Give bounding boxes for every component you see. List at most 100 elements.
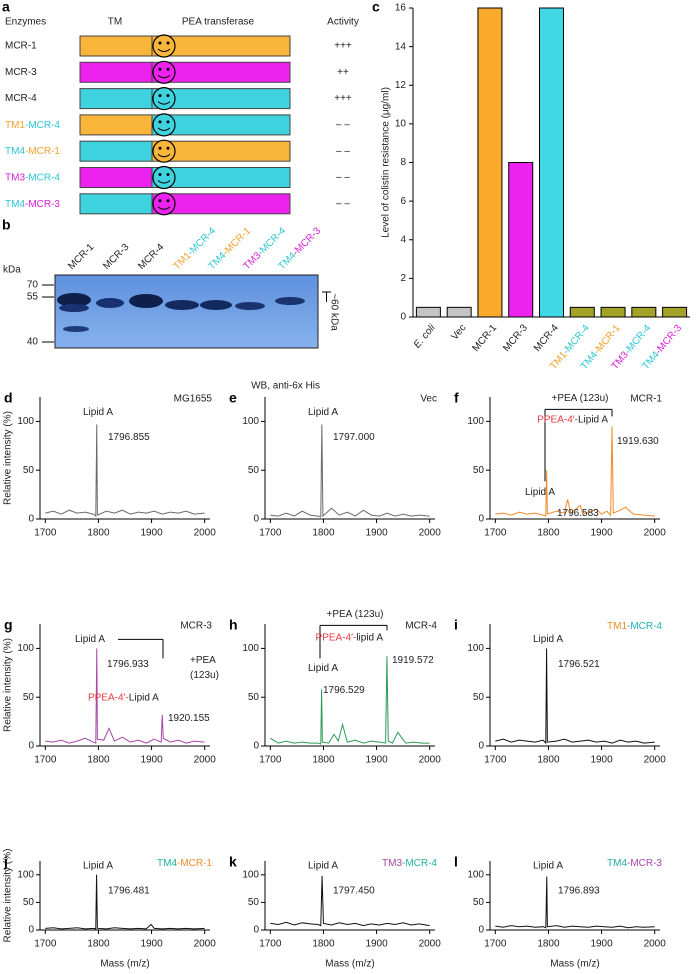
panel-letter: b xyxy=(2,217,11,233)
x-tick-label: 1900 xyxy=(140,755,163,766)
x-tick-label: 2000 xyxy=(644,755,667,766)
tm-domain xyxy=(80,115,152,135)
x-tick-label: 1900 xyxy=(590,755,613,766)
x-tick-label: Vec xyxy=(449,323,468,343)
y-axis-label: Level of colistin resistance (μg/ml) xyxy=(381,87,392,238)
panel-letter: a xyxy=(2,0,10,15)
annotation: 1797.000 xyxy=(333,432,375,443)
x-tick-label: 1700 xyxy=(34,528,57,539)
y-tick-label: 0 xyxy=(478,741,484,752)
y-axis-label: Relative intensity (%) xyxy=(3,849,14,943)
annotation: 1919.630 xyxy=(617,436,659,447)
smiley-eye xyxy=(159,120,162,123)
enzyme-name: TM1-MCR-4 xyxy=(5,120,60,131)
annotation: +PEA (123u) xyxy=(552,393,609,404)
enzyme-name: MCR-1 xyxy=(5,41,37,52)
y-tick-label: 100 xyxy=(467,416,484,427)
bar xyxy=(570,307,594,317)
y-tick-label: 50 xyxy=(473,692,485,703)
tm-domain xyxy=(80,89,152,109)
smiley-eye xyxy=(159,42,162,45)
x-tick-label: MCR-4 xyxy=(532,322,561,354)
x-tick-label: 1700 xyxy=(259,528,282,539)
label-part: -MCR-4 xyxy=(402,858,437,869)
panel-letter: g xyxy=(4,617,13,633)
x-tick-label: 2000 xyxy=(644,939,667,950)
smiley-eye xyxy=(159,147,162,150)
activity: +++ xyxy=(334,41,352,52)
activity: – – xyxy=(336,146,350,157)
annotation: 1796.893 xyxy=(558,885,600,896)
y-tick-label: 0 xyxy=(28,741,34,752)
x-tick-label: 2000 xyxy=(419,528,442,539)
x-tick-label: 1800 xyxy=(87,528,110,539)
x-tick-label: 1800 xyxy=(312,939,335,950)
annotation: Lipid A xyxy=(533,860,563,871)
blot-caption: WB, anti-6x His xyxy=(251,381,320,392)
x-tick-label: 2000 xyxy=(194,755,217,766)
x-axis-label: Mass (m/z) xyxy=(325,959,374,970)
y-tick-label: 4 xyxy=(400,234,406,245)
chart-title: MG1655 xyxy=(174,394,213,405)
label-part: -MCR-3 xyxy=(290,225,323,258)
y-tick-label: 12 xyxy=(395,80,407,91)
x-tick-label: 1800 xyxy=(312,755,335,766)
smiley-eye xyxy=(167,147,170,150)
column-header: Enzymes xyxy=(5,17,46,28)
label-part: -MCR-1 xyxy=(591,322,622,356)
label-part: -MCR-1 xyxy=(25,146,60,157)
chart-title: TM3-MCR-4 xyxy=(382,858,437,869)
blot-band xyxy=(59,304,89,312)
smiley-face xyxy=(153,88,175,110)
label-part: TM3 xyxy=(382,858,402,869)
x-axis-label: Mass (m/z) xyxy=(100,959,149,970)
y-tick-label: 0 xyxy=(400,312,406,323)
y-axis-label: Relative intensity (%) xyxy=(3,638,14,732)
panel-letter: f xyxy=(454,390,459,406)
activity: – – xyxy=(336,120,350,131)
x-tick-label: 1900 xyxy=(590,939,613,950)
panel-letter: k xyxy=(229,854,237,870)
column-header: PEA transferase xyxy=(182,17,255,28)
y-tick-label: 0 xyxy=(253,925,259,936)
y-tick-label: 16 xyxy=(395,3,407,14)
bar xyxy=(663,307,687,317)
chart-title: MCR-4 xyxy=(405,621,437,632)
label-part: -MCR-4 xyxy=(25,172,60,183)
label-part: -MCR-1 xyxy=(220,225,253,258)
smiley-eye xyxy=(167,42,170,45)
bar xyxy=(632,307,656,317)
y-tick-label: 0 xyxy=(478,925,484,936)
x-axis-label: Mass (m/z) xyxy=(550,959,599,970)
tm-domain xyxy=(80,168,152,188)
annotation: PPEA-4′-Lipid A xyxy=(88,692,159,703)
chart-title: MCR-3 xyxy=(180,621,212,632)
blot-band xyxy=(165,300,199,310)
spectrum-line xyxy=(270,656,429,744)
y-tick-label: 14 xyxy=(395,41,407,52)
chart-title: Vec xyxy=(420,394,437,405)
label-part: -MCR-3 xyxy=(25,198,60,209)
annotation-part: PPEA-4′- xyxy=(316,632,357,643)
y-tick-label: 0 xyxy=(28,925,34,936)
annotation: Lipid A xyxy=(83,860,113,871)
x-tick-label: 1900 xyxy=(590,528,613,539)
smiley-eye xyxy=(167,120,170,123)
annotation-part: Lipid A xyxy=(129,692,159,703)
y-tick-label: 100 xyxy=(242,416,259,427)
lane-label: MCR-1 xyxy=(66,242,96,272)
smiley-eye xyxy=(167,68,170,71)
y-tick-label: 50 xyxy=(23,465,35,476)
tm-domain xyxy=(80,36,152,56)
marker-label: 55 xyxy=(27,292,39,303)
label-part: TM1 xyxy=(607,621,627,632)
x-tick-label: 1800 xyxy=(87,939,110,950)
bar xyxy=(540,8,564,317)
x-tick-label: 1900 xyxy=(140,528,163,539)
y-tick-label: 10 xyxy=(395,119,407,130)
annotation: Lipid A xyxy=(308,407,338,418)
label-part: TM1 xyxy=(5,120,25,131)
y-tick-label: 0 xyxy=(478,514,484,525)
y-tick-label: 100 xyxy=(17,416,34,427)
chart-title: TM4-MCR-3 xyxy=(607,858,662,869)
